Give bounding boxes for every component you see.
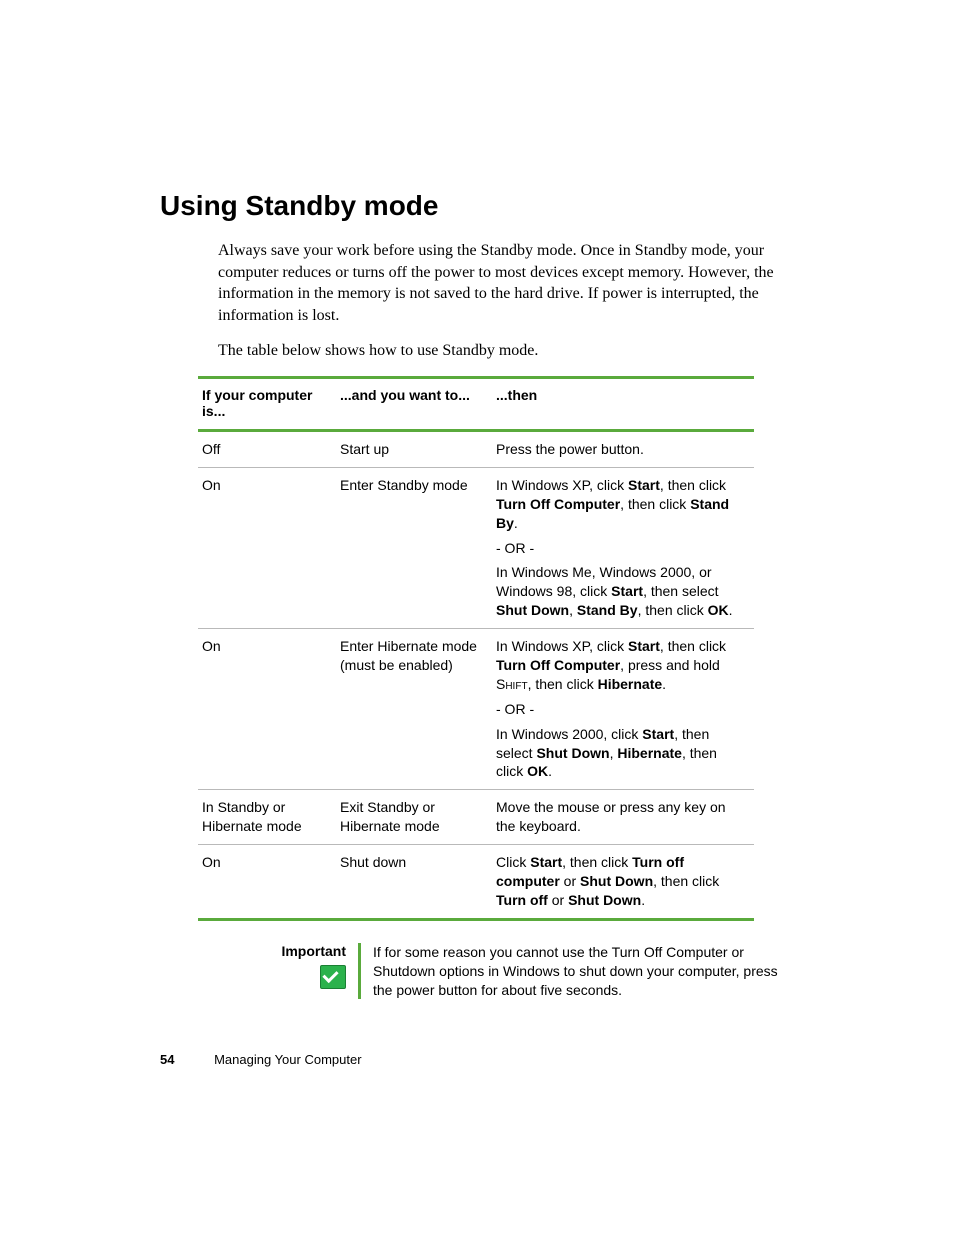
- col-header-state: If your computer is...: [198, 377, 336, 430]
- cell-state: In Standby or Hibernate mode: [198, 790, 336, 845]
- cell-then: Click Start, then click Turn off compute…: [492, 845, 754, 920]
- cell-then: Move the mouse or press any key on the k…: [492, 790, 754, 845]
- standby-table: If your computer is... ...and you want t…: [198, 376, 754, 921]
- table-row: OnEnter Standby modeIn Windows XP, click…: [198, 467, 754, 628]
- checkmark-icon: [320, 965, 346, 989]
- important-label: Important: [198, 943, 346, 959]
- intro-paragraph: The table below shows how to use Standby…: [218, 340, 794, 362]
- important-callout: Important If for some reason you cannot …: [198, 943, 794, 1000]
- cell-then: Press the power button.: [492, 430, 754, 467]
- col-header-then: ...then: [492, 377, 754, 430]
- table-row: In Standby or Hibernate modeExit Standby…: [198, 790, 754, 845]
- important-text: If for some reason you cannot use the Tu…: [373, 943, 794, 1000]
- table-row: OnShut downClick Start, then click Turn …: [198, 845, 754, 920]
- cell-then: In Windows XP, click Start, then click T…: [492, 629, 754, 790]
- page-title: Using Standby mode: [160, 190, 794, 222]
- intro-paragraph: Always save your work before using the S…: [218, 240, 794, 326]
- cell-want: Enter Hibernate mode (must be enabled): [336, 629, 492, 790]
- important-left: Important: [198, 943, 358, 992]
- cell-state: On: [198, 629, 336, 790]
- col-header-want: ...and you want to...: [336, 377, 492, 430]
- table-header-row: If your computer is... ...and you want t…: [198, 377, 754, 430]
- important-accent-bar: [358, 943, 361, 1000]
- document-page: Using Standby mode Always save your work…: [0, 0, 954, 1235]
- cell-want: Start up: [336, 430, 492, 467]
- table-body: OffStart upPress the power button.OnEnte…: [198, 430, 754, 919]
- cell-state: On: [198, 467, 336, 628]
- cell-want: Shut down: [336, 845, 492, 920]
- footer-section: Managing Your Computer: [214, 1052, 361, 1067]
- page-footer: 54 Managing Your Computer: [160, 1052, 362, 1067]
- cell-want: Enter Standby mode: [336, 467, 492, 628]
- cell-then: In Windows XP, click Start, then click T…: [492, 467, 754, 628]
- cell-state: On: [198, 845, 336, 920]
- standby-table-container: If your computer is... ...and you want t…: [198, 376, 754, 921]
- cell-want: Exit Standby or Hibernate mode: [336, 790, 492, 845]
- table-row: OffStart upPress the power button.: [198, 430, 754, 467]
- cell-state: Off: [198, 430, 336, 467]
- page-number: 54: [160, 1052, 174, 1067]
- table-row: OnEnter Hibernate mode (must be enabled)…: [198, 629, 754, 790]
